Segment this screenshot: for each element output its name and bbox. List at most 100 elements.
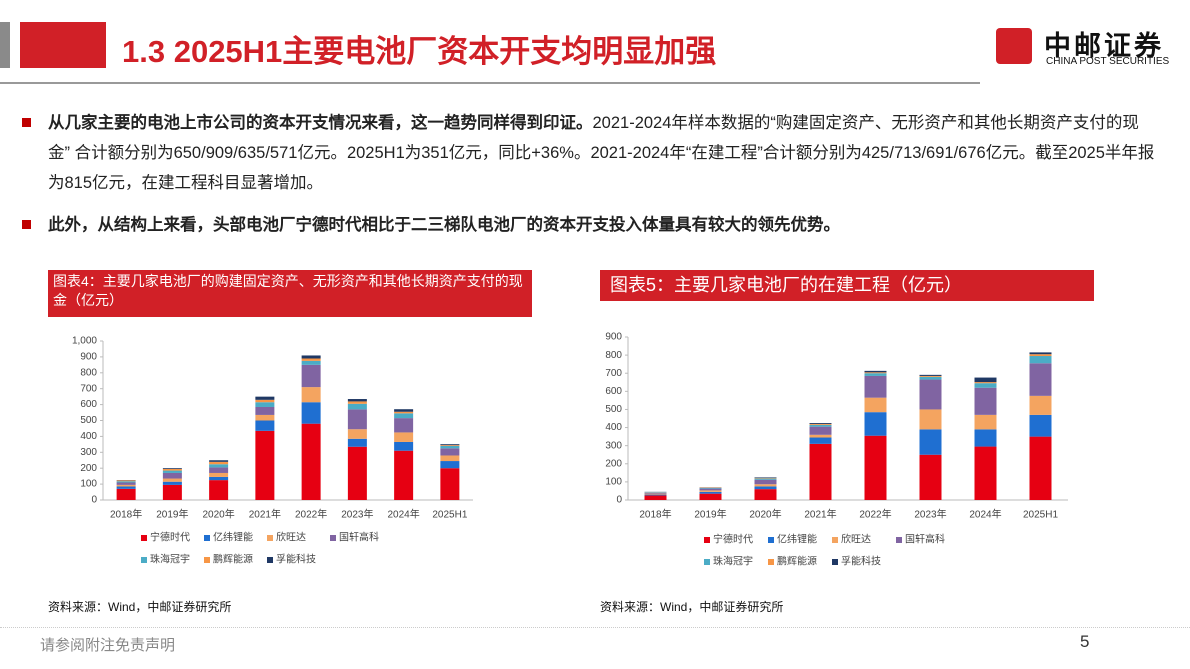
bar — [255, 406, 275, 415]
bar — [394, 432, 414, 442]
bar — [162, 468, 182, 471]
bar — [699, 488, 722, 491]
legend-swatch — [704, 537, 710, 543]
bar — [1029, 436, 1052, 500]
deco — [20, 22, 106, 68]
bullet-bold: 此外，从结构上来看，头部电池厂宁德时代相比于二三梯队电池厂的资本开支投入体量具有… — [48, 216, 840, 234]
bar — [255, 399, 275, 403]
bar — [1029, 395, 1052, 415]
logo: 中邮证券 — [1044, 31, 1164, 61]
bar — [209, 464, 229, 468]
bar — [864, 372, 887, 374]
y-tick-label: 0 — [91, 495, 97, 506]
legend-swatch — [141, 535, 147, 541]
bullet: 此外，从结构上来看，头部电池厂宁德时代相比于二三梯队电池厂的资本开支投入体量具有… — [22, 210, 1158, 240]
bar — [644, 495, 667, 500]
bar — [394, 450, 414, 500]
y-tick-label: 200 — [605, 458, 622, 469]
bar — [440, 445, 460, 449]
bar — [440, 448, 460, 456]
logo-icon — [996, 28, 1032, 64]
legend-swatch — [204, 557, 210, 563]
x-tick-label: 2024年 — [388, 508, 420, 521]
x-tick-label: 2024年 — [969, 508, 1001, 521]
bar — [644, 492, 667, 494]
bar — [116, 488, 136, 500]
x-tick-label: 2025H1 — [1023, 510, 1058, 521]
legend-swatch — [204, 535, 210, 541]
bar — [209, 461, 229, 465]
bar — [754, 478, 777, 480]
bar — [699, 490, 722, 492]
x-tick-label: 2023年 — [914, 508, 946, 521]
y-tick-label: 700 — [605, 368, 622, 379]
bar — [699, 487, 722, 489]
legend-label: 宁德时代 — [713, 533, 753, 546]
legend-swatch — [141, 557, 147, 563]
bar — [864, 373, 887, 376]
x-tick-label: 2025H1 — [432, 510, 467, 521]
bar — [394, 411, 414, 414]
bar — [301, 358, 321, 361]
bar — [394, 409, 414, 412]
bar — [440, 444, 460, 446]
legend-label: 亿纬锂能 — [213, 531, 253, 544]
legend-swatch — [267, 557, 273, 563]
bar — [1029, 363, 1052, 396]
bar — [809, 423, 832, 425]
bar — [919, 379, 942, 410]
bar — [864, 370, 887, 373]
x-tick-label: 2019年 — [694, 508, 726, 521]
bar — [209, 467, 229, 473]
bar — [347, 438, 367, 447]
legend-swatch — [768, 559, 774, 565]
bar — [809, 437, 832, 444]
bar — [919, 375, 942, 377]
bar — [644, 494, 667, 496]
rule — [0, 627, 1190, 628]
bar — [394, 418, 414, 433]
bar — [162, 478, 182, 482]
source: 资料来源：Wind，中邮证券研究所 — [600, 600, 784, 614]
bar — [440, 445, 460, 446]
bar — [209, 476, 229, 481]
bar — [394, 441, 414, 451]
rule — [0, 82, 980, 84]
y-tick-label: 500 — [605, 404, 622, 415]
title: 1.3 2025H1主要电池厂资本开支均明显加强 — [122, 34, 717, 69]
bar — [162, 472, 182, 479]
bar — [347, 446, 367, 500]
bar — [699, 491, 722, 494]
y-tick-label: 600 — [80, 399, 97, 410]
bar — [255, 420, 275, 431]
bar — [440, 461, 460, 469]
y-tick-label: 400 — [605, 422, 622, 433]
y-tick-label: 300 — [80, 447, 97, 458]
bar — [347, 429, 367, 439]
chart-title: 图表4：主要几家电池厂的购建固定资产、无形资产和其他长期资产支付的现金（亿元） — [48, 270, 532, 317]
legend-label: 鹏辉能源 — [213, 553, 253, 566]
legend-label: 孚能科技 — [276, 553, 316, 566]
bar — [162, 470, 182, 473]
legend-label: 珠海冠宇 — [713, 555, 753, 568]
bar — [301, 360, 321, 365]
x-tick-label: 2020年 — [203, 508, 235, 521]
bar — [301, 402, 321, 424]
bar — [754, 486, 777, 490]
y-tick-label: 100 — [605, 477, 622, 488]
bar — [347, 409, 367, 430]
bar — [974, 387, 997, 415]
legend-swatch — [768, 537, 774, 543]
bar — [116, 484, 136, 487]
page-number: 5 — [1080, 632, 1090, 651]
bar — [1029, 354, 1052, 357]
legend-swatch — [704, 559, 710, 565]
y-tick-label: 800 — [80, 367, 97, 378]
bar — [1029, 414, 1052, 437]
x-tick-label: 2022年 — [295, 508, 327, 521]
x-tick-label: 2021年 — [804, 508, 836, 521]
bar — [919, 374, 942, 376]
legend-label: 欣旺达 — [276, 531, 306, 544]
